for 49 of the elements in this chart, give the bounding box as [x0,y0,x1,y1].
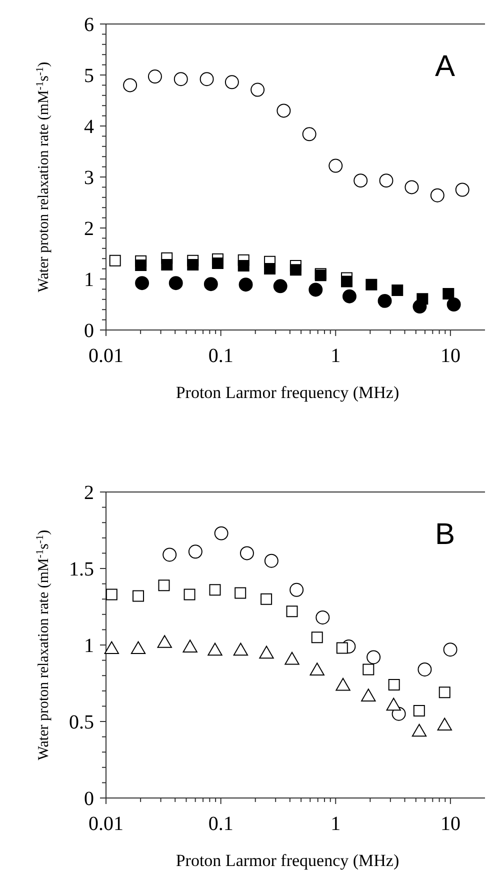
x-tick-label: 1 [330,345,341,367]
point [437,718,452,731]
x-tick-label: 0.1 [208,345,234,367]
y-tick-label: 0 [84,788,94,810]
point [132,590,144,602]
y-tick-label: 0 [84,320,94,342]
y-tick-label: 3 [84,167,94,189]
x-tick-label: 10 [440,813,460,835]
x-axis-title: Proton Larmor frequency (MHz) [176,383,400,402]
x-tick-label: 0.1 [208,813,234,835]
point [286,606,298,618]
point [208,642,222,656]
point [388,679,400,691]
point [182,640,198,653]
y-tick-label: 2 [84,482,94,504]
x-tick-label: 0.01 [88,345,124,367]
y-tick-label: 6 [84,14,94,36]
point [233,642,248,656]
x-tick-label: 0.01 [88,813,124,835]
point [386,698,401,711]
y-tick-label: 1 [84,269,94,291]
x-tick-label: 1 [330,813,341,835]
y-tick-label: 1 [84,635,94,657]
x-tick-label: 10 [440,345,460,367]
point [336,642,348,654]
x-axis-title: Proton Larmor frequency (MHz) [176,851,400,870]
point [438,686,450,698]
point [209,584,221,596]
y-tick-label: 5 [84,65,94,87]
y-tick-label: 1.5 [69,558,94,580]
point [158,580,170,592]
annotation: A [434,50,456,83]
point [284,652,300,665]
y-tick-label: 2 [84,218,94,240]
annotation: B [434,518,456,551]
point [184,588,196,600]
point [157,635,172,648]
y-tick-label: 4 [84,116,94,138]
point [259,646,274,659]
point [310,662,324,676]
point [130,641,146,654]
point [311,632,323,644]
y-tick-label: 0.5 [69,712,94,734]
point [362,664,374,676]
point [412,724,427,737]
point [260,593,272,605]
point [234,587,246,599]
point [361,688,376,702]
point [336,678,350,691]
